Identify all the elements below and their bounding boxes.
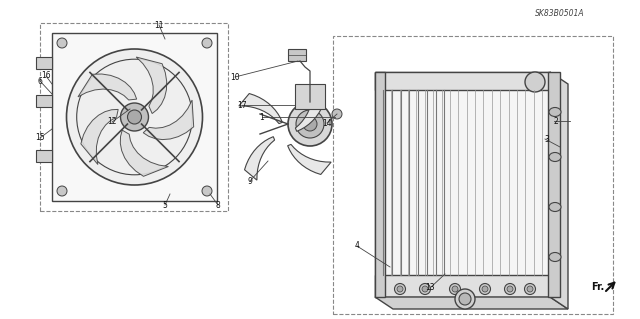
Bar [40,23,228,211]
Circle shape [507,286,513,292]
Circle shape [57,38,67,48]
Polygon shape [81,109,118,165]
Text: 13: 13 [425,284,435,293]
Polygon shape [550,72,568,309]
Text: 12: 12 [108,117,116,127]
Circle shape [422,286,428,292]
Circle shape [397,286,403,292]
Polygon shape [143,100,194,140]
Text: Fr.: Fr. [591,282,605,292]
Circle shape [455,289,475,309]
Circle shape [525,284,536,294]
Ellipse shape [549,152,561,161]
Bar [52,33,217,201]
Text: 1: 1 [260,113,264,122]
Polygon shape [78,74,137,100]
Circle shape [67,49,202,185]
Bar [36,95,52,107]
Text: 5: 5 [163,201,168,210]
Polygon shape [375,297,568,309]
Text: 16: 16 [41,71,51,80]
Polygon shape [244,137,275,180]
Bar [375,275,550,297]
Circle shape [202,186,212,196]
Text: 4: 4 [355,241,360,250]
Circle shape [202,38,212,48]
Bar [288,49,306,61]
Text: 11: 11 [154,20,164,29]
Circle shape [394,284,406,294]
Circle shape [288,102,332,146]
Circle shape [296,110,324,138]
Circle shape [504,284,515,294]
Circle shape [332,109,342,119]
Circle shape [479,284,490,294]
Text: 15: 15 [35,133,45,143]
Circle shape [459,293,471,305]
Circle shape [452,286,458,292]
Text: 17: 17 [237,100,247,109]
Circle shape [120,103,148,131]
Text: 6: 6 [38,77,42,85]
Polygon shape [296,88,326,131]
Ellipse shape [549,108,561,116]
Polygon shape [120,130,168,176]
Polygon shape [287,145,331,174]
Bar [36,57,52,69]
Text: 14: 14 [322,118,332,128]
Polygon shape [239,93,282,123]
Bar [375,72,550,90]
Text: 10: 10 [230,72,240,81]
Text: 9: 9 [248,176,252,186]
Bar [375,72,550,297]
Bar [36,150,52,162]
Circle shape [525,72,545,92]
Bar [333,36,613,314]
Circle shape [303,117,317,131]
Ellipse shape [549,203,561,211]
Bar [295,84,325,109]
Circle shape [127,110,141,124]
Text: SK83B0501A: SK83B0501A [535,10,585,19]
Ellipse shape [549,253,561,262]
Circle shape [449,284,461,294]
Text: 3: 3 [545,135,549,144]
Polygon shape [136,57,166,114]
Bar [548,72,560,297]
Circle shape [419,284,431,294]
Text: 8: 8 [216,201,220,210]
Bar [375,72,385,297]
Circle shape [527,286,533,292]
Circle shape [482,286,488,292]
Text: 2: 2 [554,116,558,125]
Circle shape [57,186,67,196]
